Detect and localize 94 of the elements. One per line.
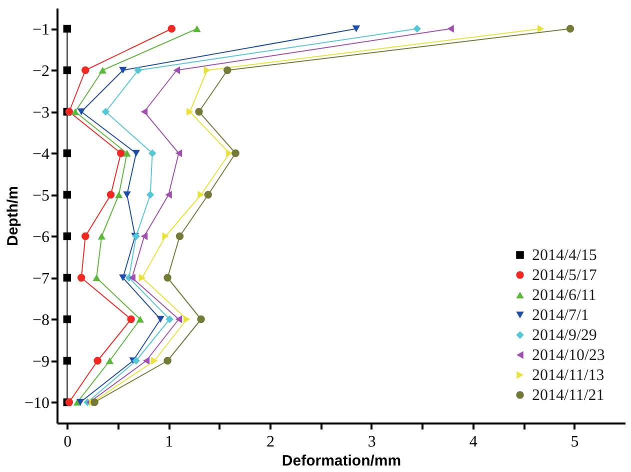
point (136, 316, 144, 323)
point (164, 274, 172, 282)
point (198, 190, 204, 199)
point (183, 315, 190, 324)
point (204, 66, 210, 74)
point (537, 24, 544, 33)
legend-label: 2014/5/17 (532, 267, 597, 284)
point (102, 108, 110, 116)
y-tick-label: −6 (32, 228, 50, 246)
point (138, 274, 146, 282)
point (63, 24, 72, 33)
legend-label: 2014/11/13 (532, 367, 604, 384)
point (94, 356, 102, 365)
point (193, 25, 201, 32)
y-tick-label: −1 (32, 21, 50, 38)
point (132, 356, 140, 365)
y-tick-label: −3 (32, 104, 50, 122)
y-axis-title: Depth/m (4, 186, 22, 246)
point (98, 232, 106, 240)
point (162, 232, 169, 240)
point (98, 66, 107, 74)
legend-label: 2014/6/11 (532, 287, 596, 304)
point (106, 357, 114, 364)
point (76, 398, 84, 406)
legend-label: 2014/11/21 (532, 387, 604, 404)
point (119, 274, 127, 282)
point (566, 24, 574, 33)
y-tick-label: −9 (32, 353, 50, 370)
point (82, 66, 90, 74)
point (115, 191, 123, 198)
point (168, 24, 176, 33)
x-tick-label: 1 (165, 434, 174, 450)
point (186, 108, 194, 116)
point (63, 356, 72, 365)
x-tick-label: 5 (570, 434, 579, 450)
point (63, 66, 72, 74)
point (176, 232, 184, 240)
point (146, 190, 154, 199)
point (123, 191, 131, 198)
point (134, 66, 142, 74)
x-tick-label: 3 (368, 434, 376, 450)
point (352, 25, 360, 32)
y-tick-label: −5 (32, 187, 50, 204)
point (232, 149, 240, 158)
point (204, 190, 212, 199)
point (132, 150, 140, 157)
point (195, 108, 203, 116)
point (82, 232, 90, 240)
legend-label: 2014/4/15 (532, 247, 597, 264)
point (148, 149, 156, 158)
point (90, 398, 98, 406)
point (142, 356, 150, 365)
y-tick-label: −7 (32, 270, 50, 288)
point (140, 232, 148, 240)
point (63, 315, 72, 324)
legend-label: 2014/9/29 (532, 327, 597, 344)
point (166, 315, 174, 324)
x-tick-label: 2 (266, 434, 274, 450)
x-tick-label: 4 (469, 434, 478, 450)
y-tick-label: −2 (32, 62, 50, 80)
point (77, 108, 86, 116)
point (63, 274, 72, 282)
point (197, 315, 205, 324)
point (173, 66, 180, 74)
point (140, 108, 148, 116)
point (175, 149, 182, 158)
point (165, 190, 172, 199)
point (119, 66, 127, 74)
point (151, 356, 158, 365)
point (92, 274, 100, 282)
point (123, 150, 131, 157)
point (413, 24, 421, 33)
legend-label: 2014/7/1 (532, 307, 589, 324)
point (63, 190, 72, 199)
point (106, 190, 115, 199)
legend-label: 2014/10/23 (532, 347, 605, 364)
point (156, 316, 164, 323)
point (175, 315, 182, 324)
x-tick-label: 0 (64, 434, 72, 450)
point (77, 274, 86, 282)
x-axis-title: Deformation/mm (282, 452, 402, 470)
y-tick-label: −10 (24, 394, 50, 412)
y-tick-label: −8 (32, 312, 50, 329)
point (224, 66, 232, 74)
point (128, 274, 136, 282)
point (63, 232, 72, 240)
y-tick-label: −4 (32, 146, 50, 163)
point (127, 315, 135, 324)
point (63, 149, 72, 158)
point (71, 108, 80, 116)
point (164, 356, 172, 365)
point (117, 149, 125, 158)
point (447, 24, 454, 33)
point (226, 149, 233, 158)
